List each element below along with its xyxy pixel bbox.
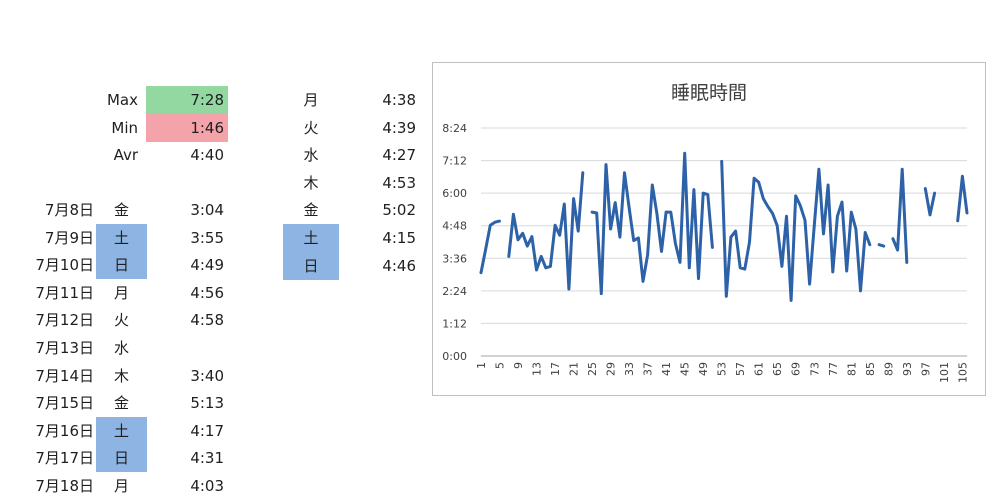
y-tick-label-4: 4:48: [442, 220, 467, 233]
weekday-avg-4[interactable]: 5:02: [382, 201, 416, 220]
daily-time-2[interactable]: 4:49: [190, 256, 224, 275]
x-tick-label-4: 17: [549, 362, 562, 376]
x-tick-label-20: 81: [845, 362, 858, 376]
x-tick-label-18: 73: [808, 362, 821, 376]
x-tick-label-13: 53: [716, 362, 729, 376]
daily-day-7[interactable]: 金: [113, 394, 129, 413]
weekday-avg-2[interactable]: 4:27: [382, 146, 416, 165]
x-tick-label-6: 25: [586, 362, 599, 376]
weekday-avg-3[interactable]: 4:53: [382, 173, 416, 192]
daily-time-3[interactable]: 4:56: [190, 283, 224, 302]
daily-day-5[interactable]: 水: [113, 339, 129, 357]
daily-time-1[interactable]: 3:55: [190, 228, 224, 247]
daily-date-4[interactable]: 7月12日: [35, 311, 94, 330]
weekday-avg-6[interactable]: 4:46: [382, 256, 416, 275]
x-tick-label-1: 5: [494, 362, 507, 369]
daily-date-5[interactable]: 7月13日: [35, 339, 94, 357]
x-tick-label-25: 101: [938, 362, 951, 383]
y-tick-label-1: 1:12: [442, 317, 467, 330]
daily-day-9[interactable]: 日: [96, 444, 147, 473]
daily-date-6[interactable]: 7月14日: [35, 366, 94, 385]
daily-day-6[interactable]: 木: [113, 366, 129, 385]
daily-time-9[interactable]: 4:31: [190, 449, 224, 468]
weekday-day-5[interactable]: 土: [283, 224, 339, 252]
daily-date-2[interactable]: 7月10日: [35, 256, 94, 275]
daily-day-2[interactable]: 日: [96, 251, 147, 280]
x-tick-label-3: 13: [531, 362, 544, 376]
x-tick-label-19: 77: [827, 362, 840, 376]
daily-time-7[interactable]: 5:13: [190, 394, 224, 413]
daily-day-4[interactable]: 火: [113, 311, 129, 330]
weekday-day-4[interactable]: 金: [303, 201, 319, 220]
daily-date-7[interactable]: 7月15日: [35, 394, 94, 413]
avr-label[interactable]: Avr: [113, 146, 138, 164]
weekday-day-2[interactable]: 水: [303, 146, 319, 165]
x-tick-label-2: 9: [512, 362, 525, 369]
daily-day-1[interactable]: 土: [96, 223, 147, 252]
x-tick-label-21: 85: [864, 362, 877, 376]
x-tick-label-16: 65: [771, 362, 784, 376]
max-value[interactable]: 7:28: [146, 86, 228, 114]
weekday-day-0[interactable]: 月: [303, 91, 319, 109]
y-tick-label-5: 6:00: [442, 187, 467, 200]
daily-date-9[interactable]: 7月17日: [35, 449, 94, 468]
daily-date-1[interactable]: 7月9日: [44, 228, 94, 247]
daily-time-8[interactable]: 4:17: [190, 421, 224, 440]
daily-day-8[interactable]: 土: [96, 416, 147, 445]
x-tick-label-24: 97: [919, 362, 932, 376]
daily-day-3[interactable]: 月: [113, 283, 129, 302]
y-tick-label-2: 2:24: [442, 285, 467, 298]
daily-time-5[interactable]: [146, 334, 224, 362]
daily-time-4[interactable]: 4:58: [190, 311, 224, 330]
x-tick-label-11: 45: [679, 362, 692, 376]
x-tick-label-14: 57: [734, 362, 747, 376]
x-tick-label-22: 89: [882, 362, 895, 376]
y-tick-label-0: 0:00: [442, 350, 467, 363]
weekday-avg-5[interactable]: 4:15: [382, 229, 416, 247]
x-tick-label-17: 69: [790, 362, 803, 376]
x-tick-label-15: 61: [753, 362, 766, 376]
x-tick-label-8: 33: [623, 362, 636, 376]
daily-time-10[interactable]: 4:03: [190, 477, 224, 495]
daily-day-0[interactable]: 金: [113, 201, 129, 219]
daily-day-10[interactable]: 月: [113, 477, 129, 495]
chart-title: 睡眠時間: [671, 82, 747, 104]
min-value[interactable]: 1:46: [146, 114, 228, 142]
y-tick-label-7: 8:24: [442, 122, 467, 135]
weekday-day-1[interactable]: 火: [303, 118, 319, 137]
daily-date-3[interactable]: 7月11日: [35, 283, 94, 302]
x-tick-label-10: 41: [660, 362, 673, 376]
daily-time-0[interactable]: 3:04: [190, 201, 224, 219]
daily-time-6[interactable]: 3:40: [190, 366, 224, 385]
y-tick-label-6: 7:12: [442, 155, 467, 168]
x-tick-label-7: 29: [605, 362, 618, 376]
weekday-avg-0[interactable]: 4:38: [382, 91, 416, 109]
x-tick-label-23: 93: [901, 362, 914, 376]
series-line: [479, 151, 969, 302]
weekday-day-3[interactable]: 木: [303, 173, 319, 192]
weekday-avg-1[interactable]: 4:39: [382, 118, 416, 137]
x-tick-label-12: 49: [697, 362, 710, 376]
max-label[interactable]: Max: [106, 91, 138, 109]
avr-value[interactable]: 4:40: [190, 146, 224, 164]
x-tick-label-26: 105: [956, 362, 969, 383]
daily-date-8[interactable]: 7月16日: [35, 421, 94, 440]
sleep-chart[interactable]: 睡眠時間 0:00 1:12 2:24 3:36 4:48 6:00 7:12 8:24 1 5 9 1…: [432, 62, 986, 396]
x-tick-label-9: 37: [642, 362, 655, 376]
y-tick-label-3: 3:36: [442, 252, 467, 265]
weekday-day-6[interactable]: 日: [283, 251, 339, 280]
x-tick-label-0: 1: [475, 362, 488, 369]
x-tick-label-5: 21: [568, 362, 581, 376]
daily-date-0[interactable]: 7月8日: [44, 201, 94, 219]
daily-date-10[interactable]: 7月18日: [35, 477, 94, 495]
min-label[interactable]: Min: [111, 119, 138, 137]
